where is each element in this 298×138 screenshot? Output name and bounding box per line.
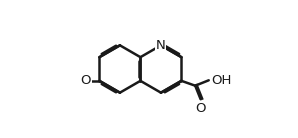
Text: N: N xyxy=(156,39,166,52)
Text: O: O xyxy=(195,102,206,115)
Text: O: O xyxy=(81,74,91,87)
Text: OH: OH xyxy=(211,74,232,87)
